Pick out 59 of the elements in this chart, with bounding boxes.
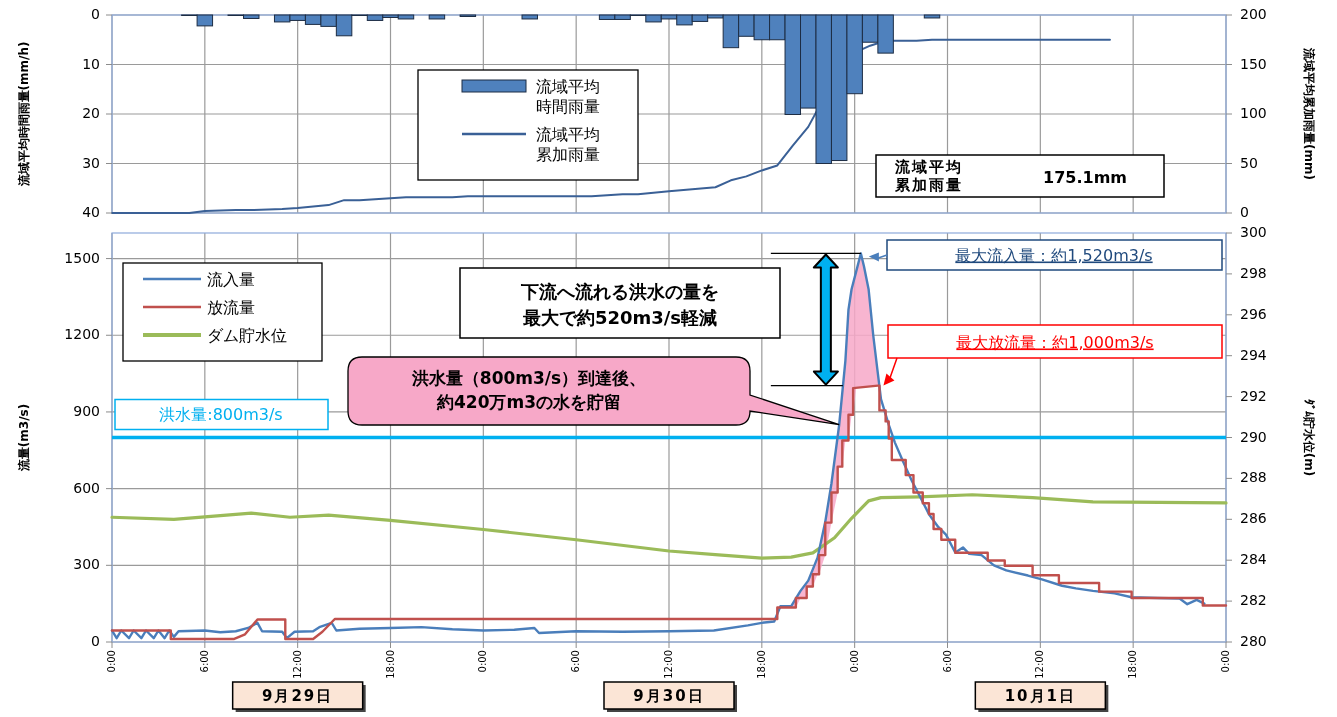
y-tick-label: 40 xyxy=(82,204,100,220)
text: 10月1日 xyxy=(1004,686,1076,705)
legend-label: 流入量 xyxy=(207,270,255,289)
annotation: 下流へ流れる洪水の量を最大で約520m3/s軽減 xyxy=(520,281,719,328)
x-tick-label: 6:00 xyxy=(941,650,953,673)
y-tick-label: 1200 xyxy=(64,326,100,343)
x-tick-label: 0:00 xyxy=(106,650,117,673)
y2-tick-label: 292 xyxy=(1240,387,1267,404)
legend-label: 放流量 xyxy=(207,298,255,317)
x-tick-label: 12:00 xyxy=(1034,650,1046,679)
y2-tick-label: 200 xyxy=(1240,6,1267,22)
text: 9月30日 xyxy=(633,686,705,705)
x-tick-label: 12:00 xyxy=(663,650,674,679)
y-tick-label: 30 xyxy=(82,154,100,171)
x-tick-label: 12:00 xyxy=(291,650,303,679)
x-tick-label: 0:00 xyxy=(1220,650,1231,673)
y2-tick-label: 290 xyxy=(1240,428,1267,445)
annotation: 175.1mm xyxy=(1043,168,1127,187)
y-tick-label: 20 xyxy=(82,105,100,121)
y2-tick-label: 280 xyxy=(1240,633,1267,649)
x-tick-label: 6:00 xyxy=(198,650,210,673)
y-tick-label: 1500 xyxy=(64,249,100,266)
y-axis-title: 流域平均時間雨量(mm/h) xyxy=(16,41,31,188)
x-tick-label: 0:00 xyxy=(848,650,860,673)
y-tick-label: 300 xyxy=(73,556,100,573)
y2-tick-label: 282 xyxy=(1240,592,1267,609)
y2-tick-label: 298 xyxy=(1240,264,1267,281)
annotation: 最大放流量：約1,000m3/s xyxy=(956,332,1154,352)
x-tick-label: 0:00 xyxy=(477,650,489,673)
x-tick-label: 18:00 xyxy=(755,650,767,679)
y2-tick-label: 150 xyxy=(1240,55,1267,72)
legend-label: ダム貯水位 xyxy=(207,326,287,345)
x-tick-label: 6:00 xyxy=(570,650,582,673)
y2-tick-label: 296 xyxy=(1240,305,1267,322)
text: 9月29日 xyxy=(262,686,334,705)
y-tick-label: 10 xyxy=(82,55,100,72)
y2-tick-label: 286 xyxy=(1240,510,1267,527)
y2-tick-label: 0 xyxy=(1240,204,1249,220)
ref-line-label: 洪水量:800m3/s xyxy=(159,405,283,424)
annotation: 最大流入量：約1,520m3/s xyxy=(955,245,1153,265)
legend-label: 流域平均時間雨量 xyxy=(536,77,600,116)
annotation: 流域平均累加雨量 xyxy=(894,158,963,194)
y2-tick-label: 100 xyxy=(1240,105,1267,121)
y2-tick-label: 294 xyxy=(1240,346,1267,363)
y2-tick-label: 50 xyxy=(1240,154,1258,171)
y-tick-label: 900 xyxy=(73,402,100,419)
x-tick-label: 18:00 xyxy=(384,650,396,679)
y-tick-label: 0 xyxy=(91,633,100,649)
annotation: 洪水量（800m3/s）到達後、約420万m3の水を貯留 xyxy=(410,368,647,412)
y2-axis-title: 流域平均累加雨量(mm) xyxy=(1301,47,1316,180)
y2-tick-label: 300 xyxy=(1240,224,1267,240)
y2-axis-title: ﾀﾞﾑ貯水位(m) xyxy=(1301,398,1316,477)
y2-tick-label: 288 xyxy=(1240,469,1267,486)
legend-label: 流域平均累加雨量 xyxy=(536,125,600,164)
y2-tick-label: 284 xyxy=(1240,551,1267,568)
y-axis-title: 流量(m3/s) xyxy=(16,403,31,473)
y-tick-label: 600 xyxy=(73,479,100,496)
y-tick-label: 0 xyxy=(91,6,100,22)
x-tick-label: 18:00 xyxy=(1127,650,1139,679)
